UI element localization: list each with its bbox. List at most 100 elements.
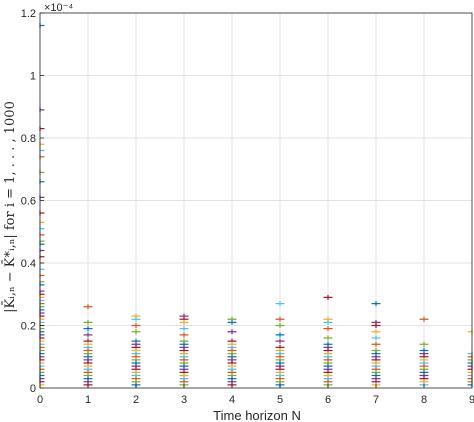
data-point [275, 338, 285, 344]
data-point [39, 313, 45, 319]
data-point [323, 294, 333, 300]
data-point [131, 316, 141, 322]
data-point [39, 351, 45, 357]
x-tick-label: 2 [133, 394, 139, 406]
data-point [39, 107, 45, 113]
data-point [39, 319, 45, 325]
data-point [467, 376, 473, 382]
data-point [275, 323, 285, 328]
data-point [39, 363, 45, 369]
data-point [39, 279, 45, 285]
data-point [275, 316, 285, 322]
y-tick-label: 0.4 [21, 258, 36, 270]
data-point [467, 373, 473, 378]
data-point [83, 332, 93, 338]
data-point [467, 379, 473, 385]
y-tick-label: 1 [30, 71, 36, 83]
data-point [467, 329, 473, 335]
x-tick-label: 0 [37, 394, 43, 406]
y-axis-ticks: 0 0.2 0.4 0.6 0.8 1 1.2 [21, 8, 44, 395]
data-point [371, 301, 381, 307]
data-point [39, 238, 45, 244]
data-point [323, 335, 333, 341]
data-point [39, 373, 45, 378]
data-point [467, 363, 473, 369]
data-point [467, 351, 473, 357]
data-point [39, 288, 45, 294]
grid-lines [39, 12, 473, 389]
data-point [275, 301, 285, 307]
data-point [275, 332, 285, 338]
x-tick-label: 3 [181, 394, 187, 406]
data-point [39, 360, 45, 366]
data-point [467, 382, 473, 388]
data-point [39, 248, 45, 253]
data-point [419, 316, 429, 322]
data-point [83, 326, 93, 332]
data-point [39, 310, 45, 316]
data-point [39, 23, 45, 28]
data-point [39, 179, 45, 185]
data-point [467, 366, 473, 372]
y-tick-label: 1.2 [21, 8, 36, 20]
data-point [39, 266, 45, 272]
data-point [39, 194, 45, 200]
data-point [467, 357, 473, 363]
data-point [39, 282, 45, 288]
data-point [227, 329, 237, 335]
data-point [39, 354, 45, 360]
data-point [227, 319, 237, 325]
data-point [83, 304, 93, 310]
data-point [39, 154, 45, 160]
data-point [39, 273, 45, 278]
data-point [323, 319, 333, 325]
data-point [131, 329, 141, 335]
x-axis-ticks: 0 1 2 3 4 5 6 7 8 9 [37, 384, 474, 406]
data-marks [39, 23, 473, 388]
x-tick-label: 8 [421, 394, 427, 406]
data-point [39, 126, 45, 132]
data-point [39, 357, 45, 363]
data-point [179, 332, 189, 338]
data-point [39, 382, 45, 388]
data-point [131, 323, 141, 328]
data-point [467, 369, 473, 375]
data-point [39, 254, 45, 260]
data-point [39, 301, 45, 307]
data-point [39, 316, 45, 322]
data-point [39, 335, 45, 341]
data-point [39, 141, 45, 147]
data-point [39, 298, 45, 303]
data-point [39, 369, 45, 375]
data-point [39, 348, 45, 353]
data-point [39, 379, 45, 385]
data-point [39, 148, 45, 153]
y-tick-label: 0.6 [21, 196, 36, 208]
data-point [371, 341, 381, 347]
x-tick-label: 5 [277, 394, 283, 406]
data-point [83, 319, 93, 325]
data-point [419, 341, 429, 347]
data-point [179, 319, 189, 325]
data-point [39, 344, 45, 350]
data-point [39, 338, 45, 344]
y-axis-label: |K̄ᵢ,ₙ − K̄*ᵢ,ₙ| for i = 1, . . . , 1000 [2, 101, 18, 313]
data-point [371, 323, 381, 328]
data-point [371, 329, 381, 335]
y-tick-label: 0 [30, 383, 36, 395]
y-tick-label: 0.8 [21, 133, 36, 145]
data-point [39, 326, 45, 332]
data-point [39, 294, 45, 300]
data-point [39, 366, 45, 372]
x-tick-label: 7 [373, 394, 379, 406]
x-tick-label: 4 [229, 394, 235, 406]
data-point [39, 291, 45, 297]
data-point [39, 169, 45, 175]
data-point [39, 307, 45, 313]
data-point [179, 326, 189, 332]
data-point [39, 341, 45, 347]
x-tick-label: 9 [469, 394, 474, 406]
y-tick-label: 0.2 [21, 321, 36, 333]
data-point [467, 360, 473, 366]
data-point [39, 376, 45, 382]
